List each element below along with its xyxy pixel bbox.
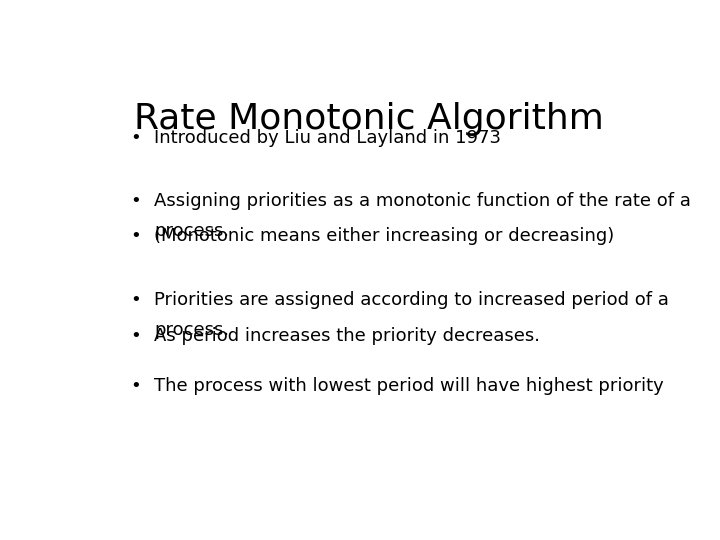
Text: Introduced by Liu and Layland in 1973: Introduced by Liu and Layland in 1973 <box>154 129 501 147</box>
Text: process.: process. <box>154 321 229 339</box>
Text: Rate Monotonic Algorithm: Rate Monotonic Algorithm <box>134 102 604 136</box>
Text: process.: process. <box>154 221 229 240</box>
Text: (Monotonic means either increasing or decreasing): (Monotonic means either increasing or de… <box>154 227 614 245</box>
Text: Assigning priorities as a monotonic function of the rate of a: Assigning priorities as a monotonic func… <box>154 192 691 210</box>
Text: As period increases the priority decreases.: As period increases the priority decreas… <box>154 327 540 345</box>
Text: •: • <box>130 292 141 309</box>
Text: •: • <box>130 129 141 147</box>
Text: •: • <box>130 227 141 245</box>
Text: •: • <box>130 377 141 395</box>
Text: •: • <box>130 192 141 210</box>
Text: Priorities are assigned according to increased period of a: Priorities are assigned according to inc… <box>154 292 669 309</box>
Text: The process with lowest period will have highest priority: The process with lowest period will have… <box>154 377 664 395</box>
Text: •: • <box>130 327 141 345</box>
